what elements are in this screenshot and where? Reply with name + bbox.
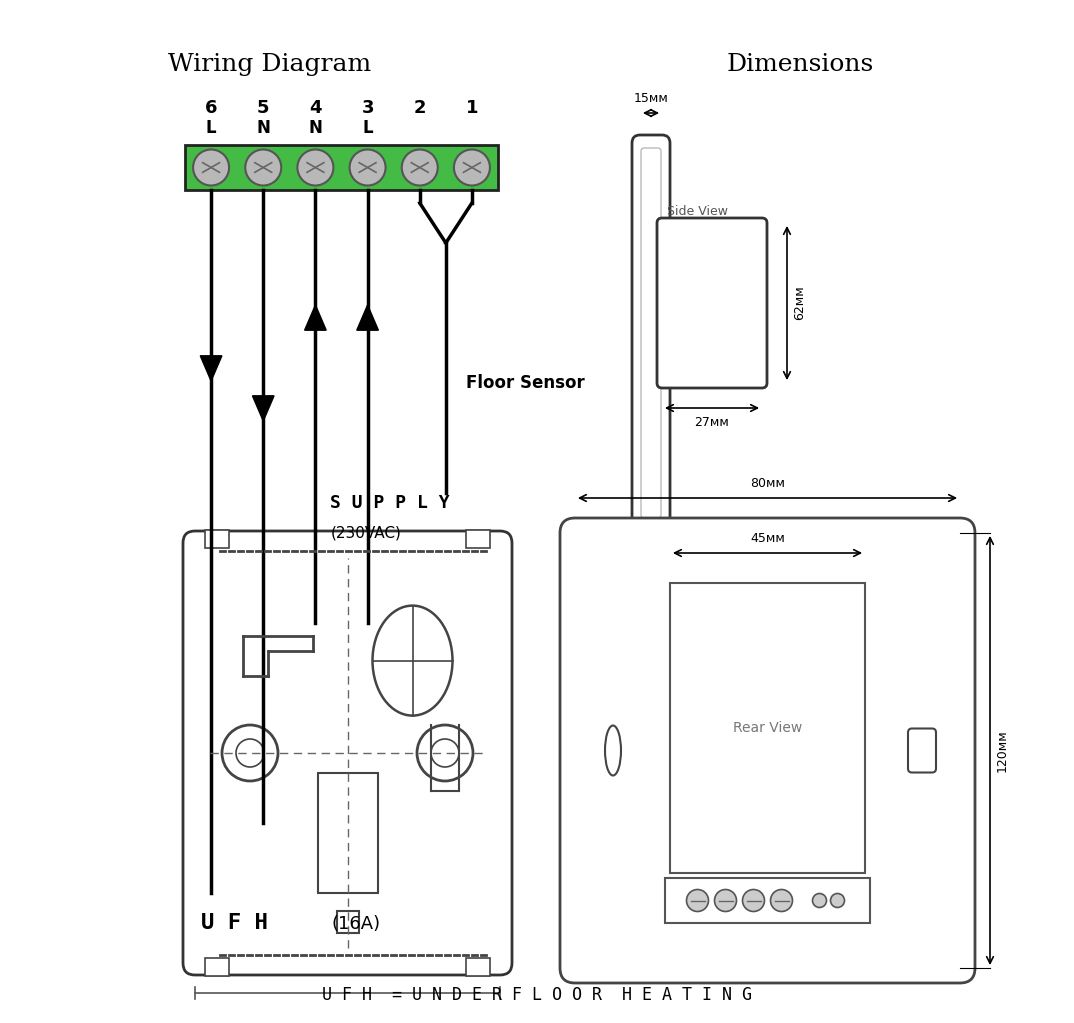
Polygon shape xyxy=(305,305,326,330)
Text: Floor Sensor: Floor Sensor xyxy=(466,374,584,392)
Polygon shape xyxy=(252,396,274,421)
Text: L: L xyxy=(362,119,373,137)
Text: U F H  = U N D E R F L O O R  H E A T I N G: U F H = U N D E R F L O O R H E A T I N … xyxy=(322,986,752,1004)
Text: 4: 4 xyxy=(309,99,322,117)
Text: N: N xyxy=(308,119,322,137)
Bar xyxy=(336,911,359,933)
Bar xyxy=(318,773,377,893)
Circle shape xyxy=(297,149,333,185)
Bar xyxy=(466,530,490,548)
Bar xyxy=(466,958,490,976)
Ellipse shape xyxy=(605,725,621,775)
FancyBboxPatch shape xyxy=(632,135,670,531)
Circle shape xyxy=(714,890,737,911)
Text: 45мм: 45мм xyxy=(750,532,785,545)
Text: 5: 5 xyxy=(257,99,270,117)
FancyBboxPatch shape xyxy=(183,531,512,975)
Text: 80мм: 80мм xyxy=(750,477,785,490)
Circle shape xyxy=(454,149,490,185)
Text: 62мм: 62мм xyxy=(793,285,806,320)
Text: (230VAC): (230VAC) xyxy=(331,526,402,540)
Text: 120мм: 120мм xyxy=(996,729,1008,772)
Circle shape xyxy=(402,149,438,185)
Circle shape xyxy=(770,890,793,911)
FancyBboxPatch shape xyxy=(641,148,661,518)
Polygon shape xyxy=(200,356,222,381)
Circle shape xyxy=(236,739,264,767)
Text: Wiring Diagram: Wiring Diagram xyxy=(169,53,372,76)
Text: 15мм: 15мм xyxy=(634,92,668,105)
FancyBboxPatch shape xyxy=(560,518,975,983)
Circle shape xyxy=(193,149,229,185)
Circle shape xyxy=(686,890,709,911)
Bar xyxy=(670,583,865,873)
Text: N: N xyxy=(257,119,271,137)
Circle shape xyxy=(349,149,386,185)
Text: 1: 1 xyxy=(466,99,478,117)
Text: L: L xyxy=(206,119,216,137)
Text: (16A): (16A) xyxy=(331,915,380,933)
Text: U F H: U F H xyxy=(201,913,267,933)
FancyBboxPatch shape xyxy=(908,728,937,772)
Circle shape xyxy=(245,149,281,185)
Circle shape xyxy=(830,893,844,907)
Bar xyxy=(185,145,498,190)
Text: 6: 6 xyxy=(205,99,217,117)
Text: 3: 3 xyxy=(361,99,374,117)
Text: S U P P L Y: S U P P L Y xyxy=(331,494,450,512)
Bar xyxy=(665,878,870,923)
Text: 27мм: 27мм xyxy=(695,416,729,429)
Text: Dimensions: Dimensions xyxy=(726,53,873,76)
Circle shape xyxy=(813,893,827,907)
Bar xyxy=(205,958,229,976)
Ellipse shape xyxy=(373,606,452,716)
Polygon shape xyxy=(357,305,378,330)
Text: Rear View: Rear View xyxy=(732,721,802,735)
Circle shape xyxy=(417,725,473,781)
Text: 2: 2 xyxy=(413,99,426,117)
FancyBboxPatch shape xyxy=(657,218,767,388)
Circle shape xyxy=(222,725,278,781)
Bar xyxy=(205,530,229,548)
Circle shape xyxy=(742,890,765,911)
Text: Side View: Side View xyxy=(667,205,728,218)
Circle shape xyxy=(431,739,459,767)
